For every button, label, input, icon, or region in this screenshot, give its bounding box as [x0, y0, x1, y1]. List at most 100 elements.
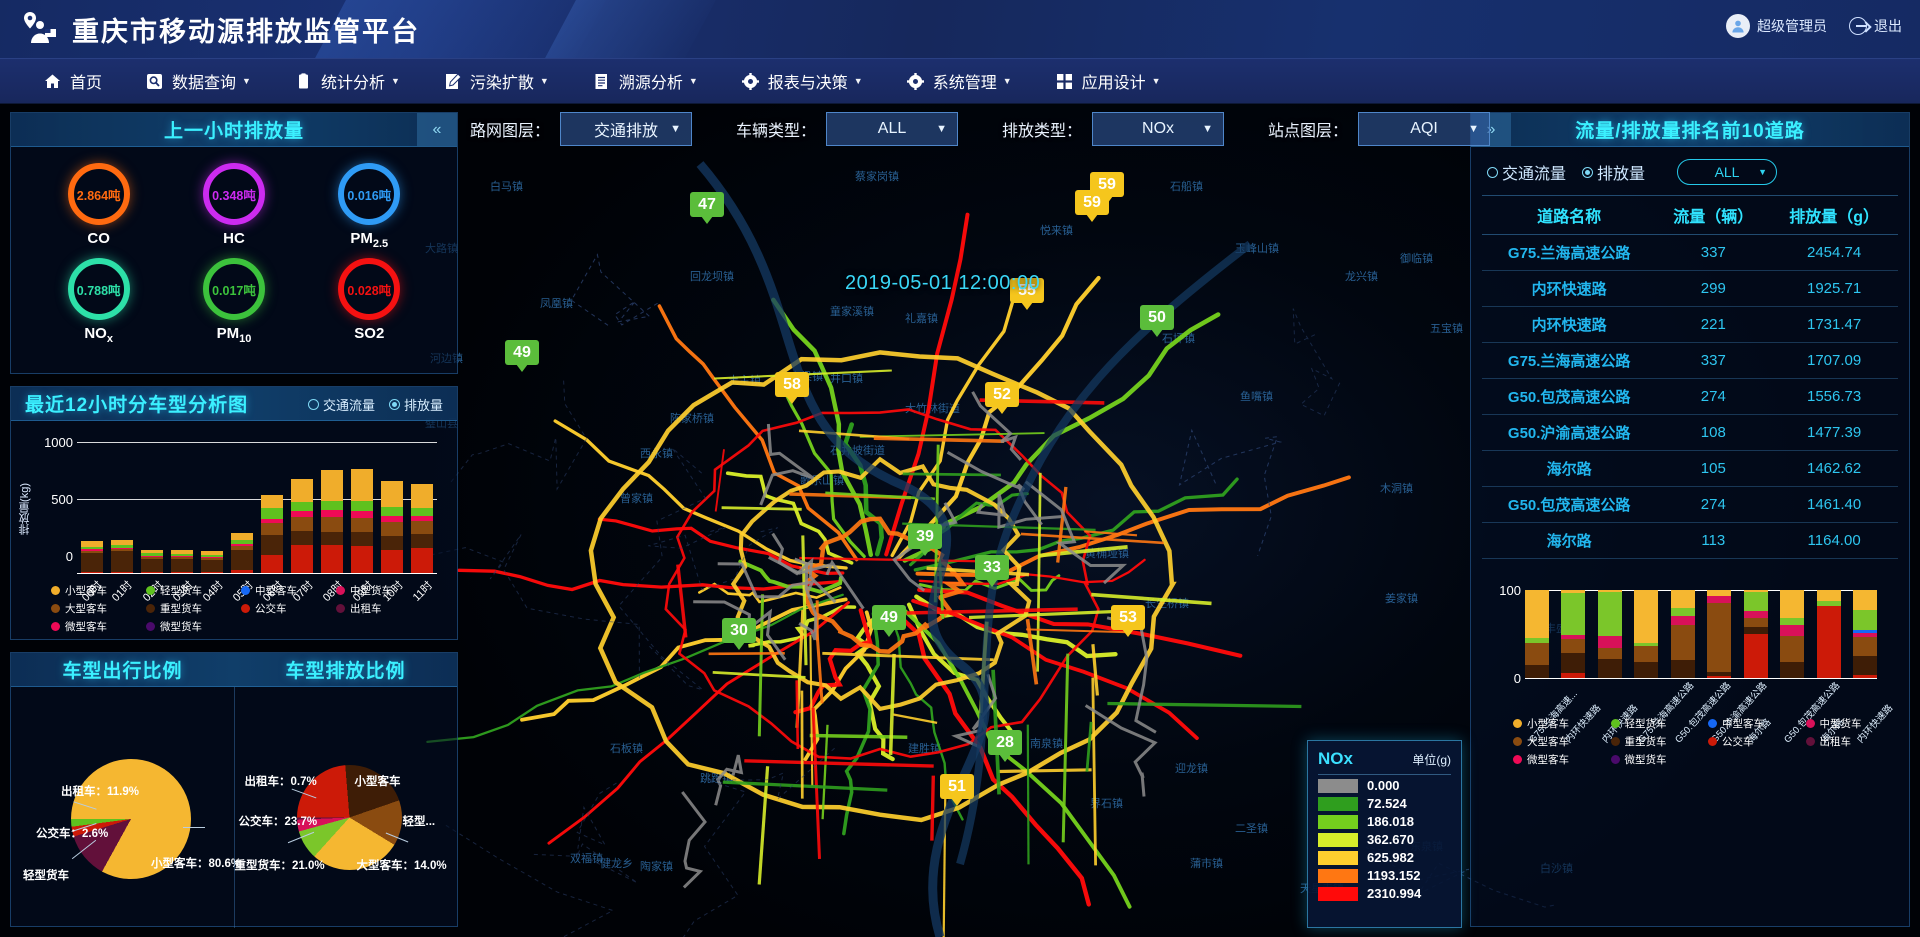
- chevron-down-icon: ▼: [1202, 123, 1214, 135]
- user-menu[interactable]: 超级管理员: [1726, 14, 1827, 38]
- cell-emission: 1461.40: [1770, 486, 1898, 523]
- marker-pointer: [701, 216, 713, 224]
- rc-bar-segment: [1597, 591, 1622, 636]
- legend-label: 出租车: [1819, 736, 1852, 748]
- map-place-label: 井口镇: [830, 373, 863, 385]
- table-row[interactable]: 海尔路 113 1164.00: [1482, 522, 1898, 559]
- collapse-left-icon[interactable]: «: [417, 113, 457, 147]
- bar-segment: [321, 516, 343, 532]
- gauge-ring: 2.864吨: [67, 163, 130, 225]
- map-select-3[interactable]: NOx ▼: [1092, 112, 1225, 146]
- cell-flow: 337: [1656, 234, 1771, 271]
- aqi-marker[interactable]: 28: [988, 730, 1022, 762]
- bar-segment: [171, 556, 193, 558]
- map-select-2[interactable]: ALL ▼: [826, 112, 959, 146]
- bar-column: [171, 550, 193, 573]
- legend-swatch: [241, 604, 250, 613]
- road-composition-chart: 100 0 G75.兰海高速... 内环快速路 内环快速路 G75.兰海高速公路 G50…: [1471, 565, 1909, 770]
- bar-segment: [81, 572, 103, 573]
- nav-item-8[interactable]: 应用设计 ▼: [1034, 58, 1183, 104]
- aqi-marker[interactable]: 53: [1111, 605, 1145, 637]
- rc-bar-column: [1561, 590, 1586, 678]
- cell-emission: 1731.47: [1770, 306, 1898, 343]
- rank-metric-radios[interactable]: 交通流量 排放量: [1487, 160, 1645, 184]
- rc-bar-segment: [1707, 603, 1732, 672]
- nav-item-6[interactable]: 报表与决策 ▼: [720, 58, 885, 104]
- rc-bar-segment: [1743, 591, 1768, 612]
- table-row[interactable]: G50.沪渝高速公路 108 1477.39: [1482, 414, 1898, 451]
- cell-flow: 105: [1656, 450, 1771, 487]
- search-doc-icon: [146, 73, 163, 90]
- map-select-4[interactable]: AQI ▼: [1358, 112, 1491, 146]
- table-row[interactable]: 内环快速路 221 1731.47: [1482, 306, 1898, 343]
- pie-label-bus: 公交车：2.6%: [36, 828, 109, 840]
- aqi-marker[interactable]: 49: [872, 605, 906, 637]
- legend-label: 微型客车: [65, 621, 107, 633]
- gauge-label: PM10: [216, 325, 252, 345]
- aqi-marker[interactable]: 51: [940, 774, 974, 806]
- hourly-metric-radios[interactable]: 交通流量 排放量: [307, 395, 443, 414]
- aqi-marker[interactable]: 59: [1075, 190, 1109, 222]
- table-row[interactable]: G50.包茂高速公路 274 1556.73: [1482, 378, 1898, 415]
- nav-item-2[interactable]: 数据查询 ▼: [124, 58, 273, 104]
- gauge-so2: 0.028吨 SO2: [302, 258, 437, 345]
- aqi-marker[interactable]: 39: [908, 524, 942, 556]
- bar-segment: [141, 553, 163, 556]
- legend-swatch: [1513, 755, 1522, 764]
- map-place-label: 双福镇: [570, 853, 603, 865]
- bar-segment: [111, 551, 133, 573]
- rc-bar-column: [1852, 590, 1877, 678]
- aqi-marker[interactable]: 47: [690, 192, 724, 224]
- hourly-radio-1[interactable]: 交通流量: [307, 395, 375, 414]
- marker-pointer: [733, 642, 745, 650]
- nav-item-5[interactable]: 溯源分析 ▼: [571, 58, 720, 104]
- table-row[interactable]: G75.兰海高速公路 337 1707.09: [1482, 342, 1898, 379]
- map-control-bar[interactable]: 路网图层： 交通排放 ▼ 车辆类型： ALL ▼ 排放类型： NOx ▼ 站点图层： AQI ▼: [470, 112, 1491, 146]
- marker-pointer: [516, 364, 528, 372]
- rank-radio-1[interactable]: 交通流量: [1487, 160, 1566, 184]
- nav-item-4[interactable]: 污染扩散 ▼: [422, 58, 571, 104]
- aqi-marker[interactable]: 50: [1140, 305, 1174, 337]
- map-place-label: 石船镇: [1170, 181, 1203, 193]
- rc-top-line: [1525, 590, 1877, 591]
- radio-label: 排放量: [1597, 166, 1646, 183]
- aqi-marker[interactable]: 55: [1010, 278, 1044, 310]
- aqi-marker[interactable]: 52: [985, 382, 1019, 414]
- gauge-label: HC: [223, 230, 245, 247]
- chevron-down-icon: ▼: [539, 76, 549, 86]
- table-row[interactable]: G75.兰海高速公路 337 2454.74: [1482, 234, 1898, 271]
- bar-segment: [381, 516, 403, 523]
- select-value: AQI: [1410, 120, 1438, 137]
- logout-button[interactable]: 退出: [1849, 16, 1902, 36]
- hourly-emission-chart: 排放量(kg) 1000 500 0 00时01时02时03时04时05时06时…: [11, 421, 459, 639]
- legend-swatch: [1513, 719, 1522, 728]
- map-select-1[interactable]: 交通排放 ▼: [560, 112, 693, 146]
- table-row[interactable]: 内环快速路 299 1925.71: [1482, 270, 1898, 307]
- map-place-label: 姜家镇: [1385, 593, 1418, 605]
- panel-header: 最近12小时分车型分析图 交通流量 排放量: [11, 387, 457, 421]
- aqi-marker[interactable]: 49: [505, 340, 539, 372]
- bar-segment: [231, 543, 253, 546]
- table-row[interactable]: 海尔路 105 1462.62: [1482, 450, 1898, 487]
- top10-road-rank-panel: » 流量/排放量排名前10道路 交通流量 排放量 ALL ▼ 道路名称 流量（辆）排…: [1470, 112, 1910, 927]
- rank-legend-item: 微型货车: [1610, 752, 1709, 767]
- aqi-marker[interactable]: 58: [775, 372, 809, 404]
- main-navigation[interactable]: 首页 数据查询 ▼ 统计分析 ▼ 污染扩散 ▼ 溯源分析 ▼ 报表与决策 ▼ 系统管理 ▼ 应用设计 ▼: [0, 58, 1920, 104]
- radio-icon: [307, 399, 319, 410]
- nav-item-1[interactable]: 首页: [22, 58, 124, 104]
- table-header-row: 道路名称 流量（辆） 排放量（g）: [1482, 195, 1898, 235]
- aqi-marker[interactable]: 33: [975, 555, 1009, 587]
- hourly-radio-2[interactable]: 排放量: [388, 395, 443, 414]
- rank-controls[interactable]: 交通流量 排放量 ALL ▼: [1471, 147, 1909, 193]
- nav-item-7[interactable]: 系统管理 ▼: [885, 58, 1034, 104]
- rank-vehicle-select[interactable]: ALL ▼: [1677, 159, 1778, 185]
- map-place-label: 龙兴镇: [1345, 271, 1378, 283]
- nav-item-3[interactable]: 统计分析 ▼: [273, 58, 422, 104]
- pie-trip: [71, 759, 191, 879]
- aqi-marker[interactable]: 30: [722, 618, 756, 650]
- gauge-co: 2.864吨 CO: [31, 163, 166, 250]
- rank-legend-item: 重型货车: [1610, 734, 1709, 749]
- rank-radio-2[interactable]: 排放量: [1582, 160, 1645, 184]
- bar-segment: [231, 532, 253, 541]
- table-row[interactable]: G50.包茂高速公路 274 1461.40: [1482, 486, 1898, 523]
